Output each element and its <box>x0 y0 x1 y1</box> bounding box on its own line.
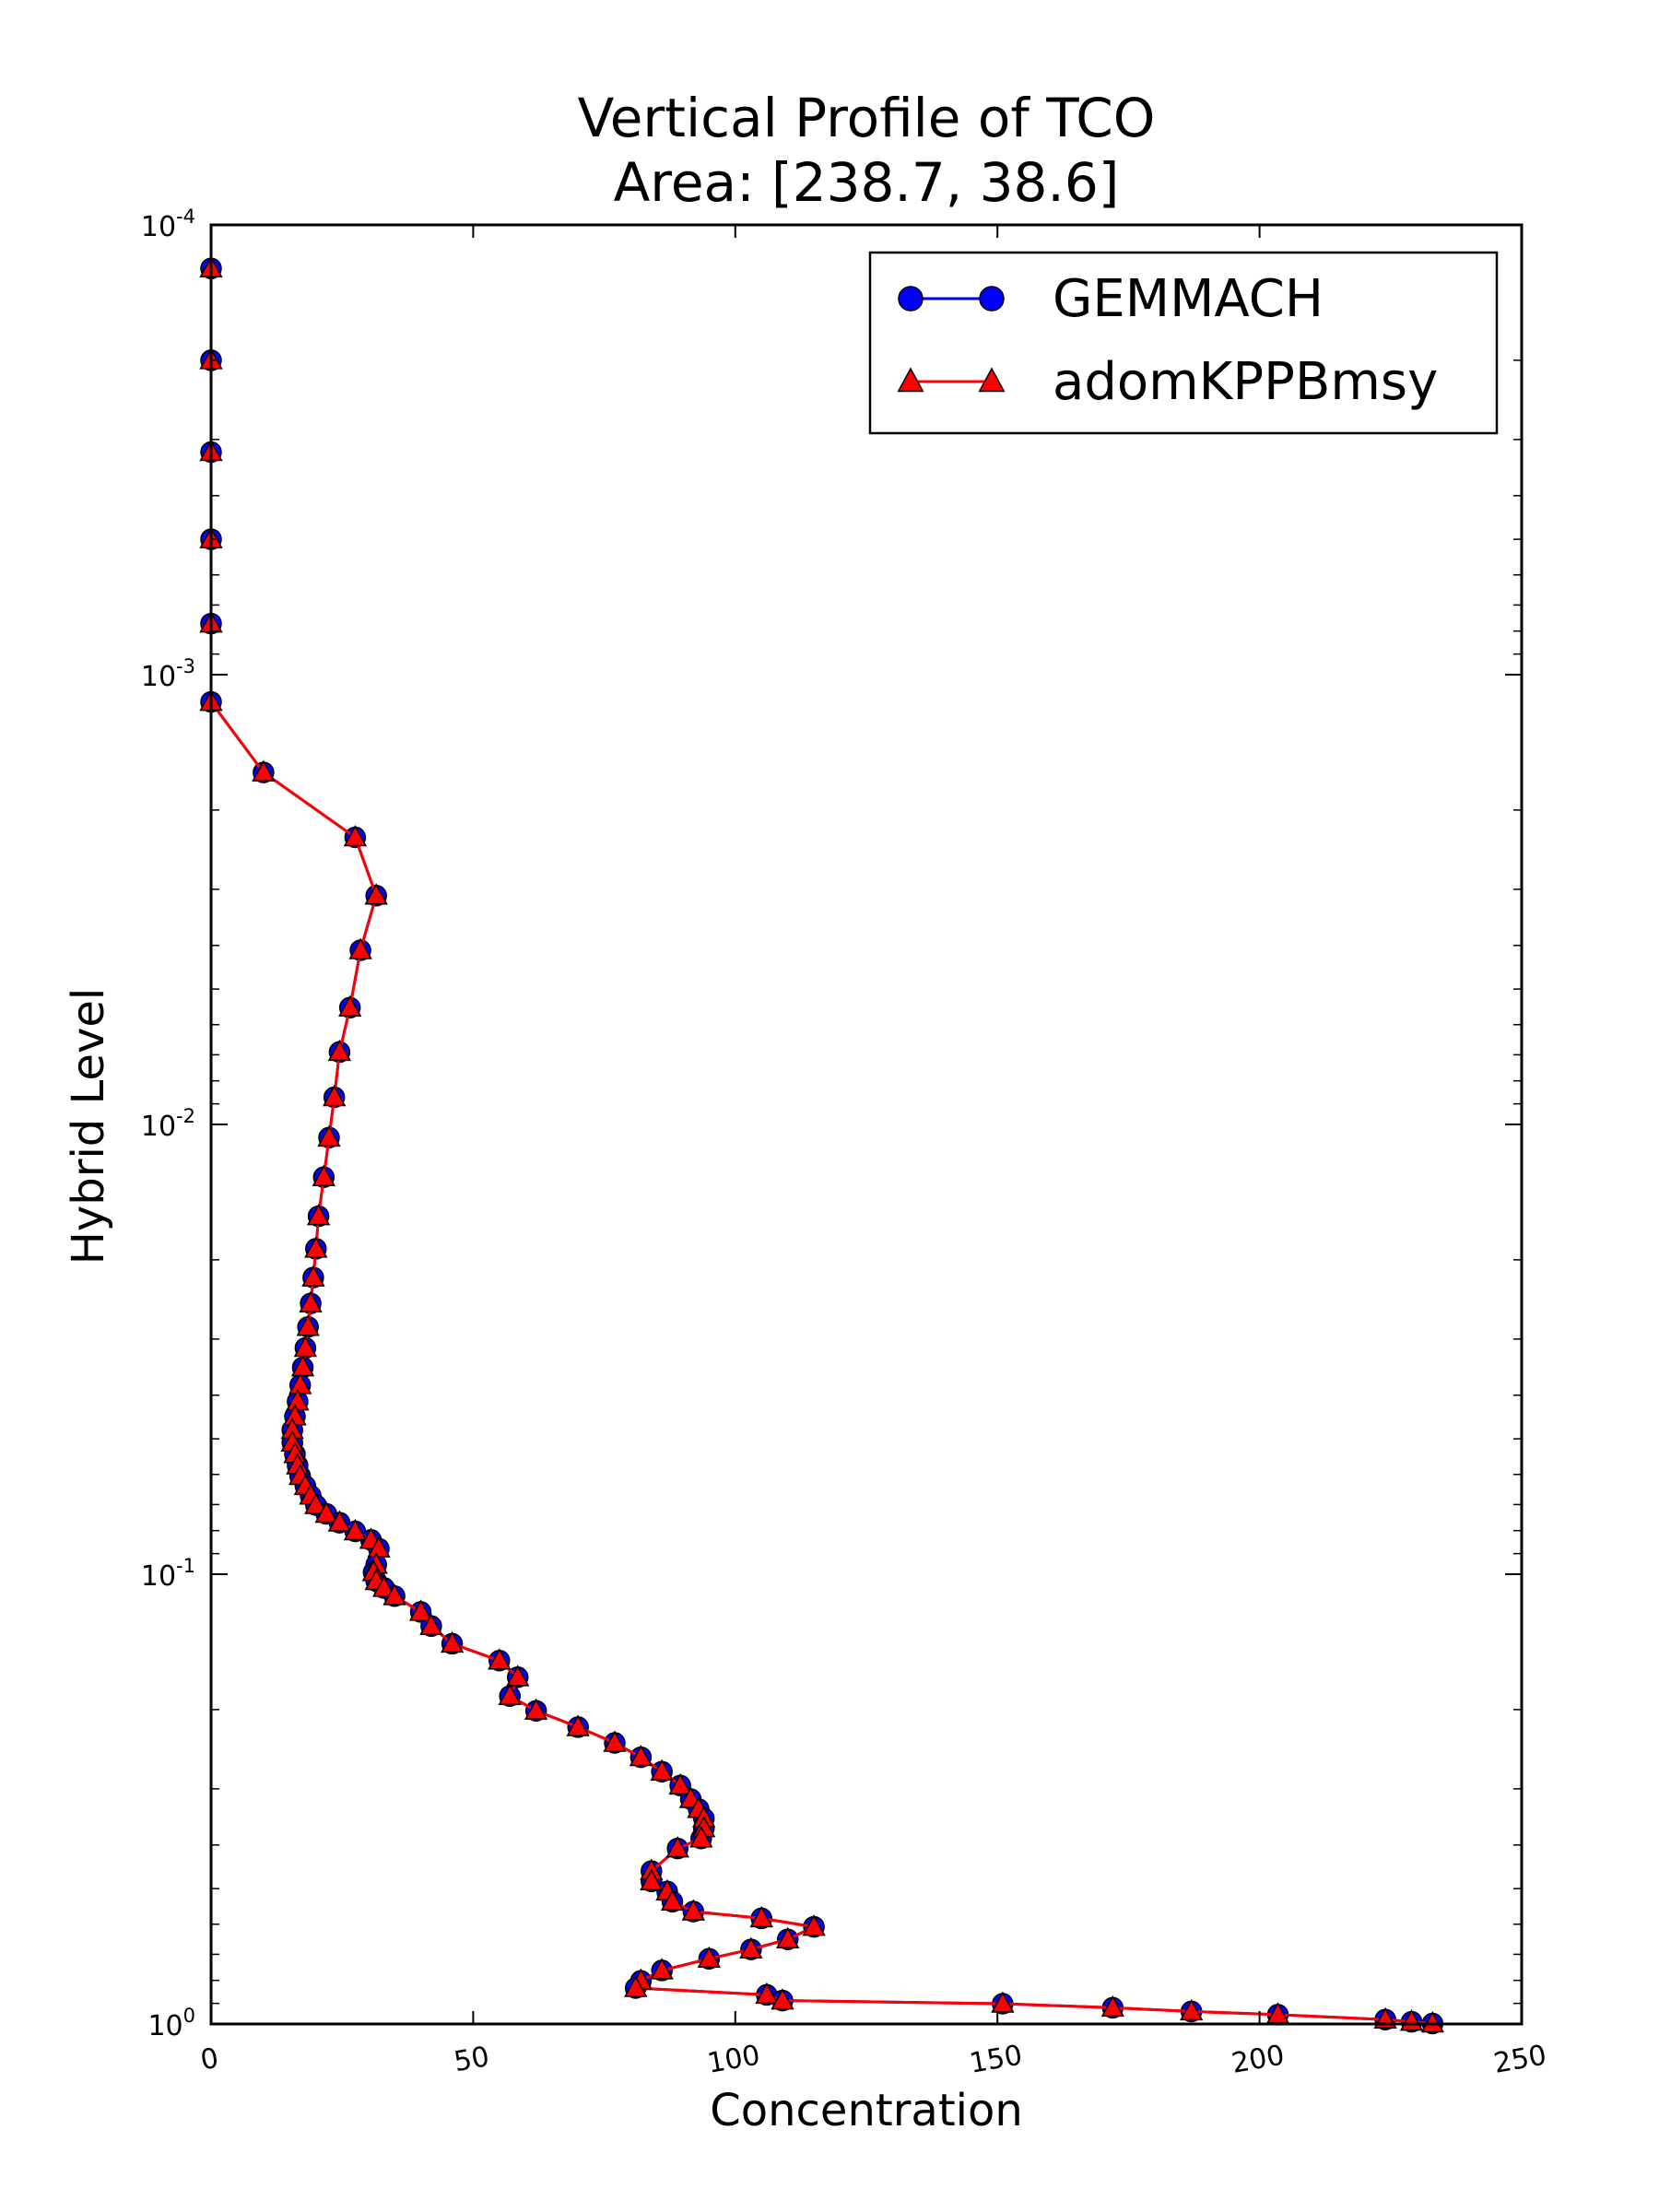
series-1-point <box>296 1314 320 1336</box>
series-1-point <box>488 1648 512 1670</box>
y-tick-label: 10-2 <box>141 1105 195 1143</box>
series-line-1 <box>209 268 1433 2025</box>
series-1-point <box>408 1599 433 1621</box>
series-1-point <box>367 1535 391 1558</box>
series-1-point <box>301 1265 325 1287</box>
series-1-point <box>1100 1994 1124 2018</box>
series-1-point <box>802 1914 826 1936</box>
axis-ticks: 0 50 100 150 200 250 10-4 10-3 10-2 10-1 100 <box>141 206 1549 2080</box>
legend: GEMMACH adomKPPBmsy <box>868 251 1499 435</box>
series-1-point <box>650 1958 674 1980</box>
series-1-point <box>372 1575 396 1597</box>
series-1-point <box>290 1355 315 1377</box>
series-1-point <box>382 1583 406 1606</box>
series-1-point <box>317 1124 341 1147</box>
y-axis-label: Hybrid Level <box>63 988 114 1265</box>
chart-title: Vertical Profile of TCO <box>578 87 1156 149</box>
series-1-point <box>566 1714 590 1736</box>
series-1-point <box>338 994 362 1018</box>
x-tick-label: 200 <box>1230 2039 1287 2079</box>
y-tick-label: 10-4 <box>141 206 195 243</box>
series-1-point <box>640 1868 664 1891</box>
plot-area <box>199 255 1444 2035</box>
series-1-point <box>603 1730 627 1752</box>
series-1-point <box>306 1204 331 1226</box>
series-1-point <box>364 883 388 905</box>
series-1-point <box>629 1744 653 1767</box>
series-1-point <box>506 1665 530 1687</box>
y-tick-label: 10-1 <box>141 1555 195 1593</box>
series-1-point <box>991 1991 1015 2013</box>
series-1-point <box>749 1905 773 1928</box>
series-1-point <box>697 1946 722 1968</box>
legend-marker-0 <box>898 286 924 312</box>
y-tick-label: 10-3 <box>141 655 195 693</box>
y-tick-label: 100 <box>147 2005 195 2042</box>
series-1-point <box>312 1164 335 1186</box>
series-1-point <box>288 1372 312 1394</box>
legend-label-0: GEMMACH <box>1053 269 1324 329</box>
series-1-point <box>343 824 368 847</box>
x-tick-label: 250 <box>1491 2039 1548 2079</box>
series-1-point <box>776 1926 800 1948</box>
series-1-point <box>299 1290 323 1312</box>
series-1-point <box>323 1084 347 1107</box>
series-1-point <box>668 1772 692 1795</box>
chart-subtitle: Area: [238.7, 38.6] <box>614 151 1120 214</box>
x-tick-label: 100 <box>705 2039 762 2079</box>
legend-marker-0 <box>979 286 1005 312</box>
x-tick-label: 0 <box>198 2042 221 2077</box>
series-1-point <box>771 1988 794 2010</box>
series-1-point <box>1179 1998 1204 2021</box>
series-1-point <box>498 1683 522 1705</box>
series-1-point <box>348 937 372 959</box>
series-1-point <box>440 1630 465 1653</box>
series-1-point <box>419 1613 443 1636</box>
series-1-point <box>524 1698 548 1720</box>
series-1-point <box>689 1826 713 1848</box>
series-1-point <box>650 1759 674 1781</box>
series-1-point <box>755 1982 779 2005</box>
series-1-point <box>343 1518 368 1541</box>
series-1-point <box>314 1500 338 1524</box>
legend-marker-1 <box>897 367 924 393</box>
series-1-point <box>624 1975 648 1997</box>
series-1-point <box>252 759 276 782</box>
series-1-point <box>1420 2010 1444 2033</box>
series-1-point <box>660 1888 685 1912</box>
series-1-point <box>681 1899 705 1921</box>
x-tick-label: 50 <box>452 2041 492 2078</box>
series-1-point <box>304 1236 328 1258</box>
legend-label-1: adomKPPBmsy <box>1053 352 1438 412</box>
legend-box <box>868 251 1499 435</box>
series-1-point <box>665 1836 689 1858</box>
series-1-point <box>327 1510 352 1532</box>
series-line-0 <box>209 268 1433 2025</box>
x-axis-label: Concentration <box>710 2085 1023 2136</box>
legend-marker-1 <box>978 367 1006 393</box>
series-1-point <box>327 1039 352 1062</box>
series-1-point <box>739 1936 763 1959</box>
series-1-point <box>304 1492 328 1514</box>
series-1-point <box>293 1335 318 1358</box>
x-tick-label: 150 <box>967 2039 1024 2079</box>
plot-frame <box>209 223 1524 2026</box>
